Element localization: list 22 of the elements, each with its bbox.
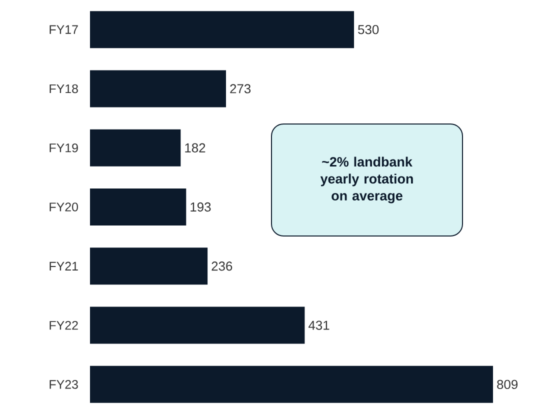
y-tick-label: FY19 <box>50 143 78 152</box>
bar <box>90 11 354 48</box>
bar <box>90 129 181 166</box>
y-tick-label: FY20 <box>50 202 78 212</box>
bar <box>90 70 226 108</box>
data-label: 530 <box>358 24 379 34</box>
data-label: 809 <box>497 380 518 390</box>
y-tick-label: FY23 <box>50 380 78 389</box>
bar <box>90 188 186 226</box>
y-tick-label: FY21 <box>50 262 78 270</box>
data-label: 236 <box>212 262 232 271</box>
bar <box>90 306 305 344</box>
annotation: ~2% landbank yearly rotation on average <box>320 156 413 204</box>
data-label: 431 <box>308 320 330 330</box>
y-tick-label: FY18 <box>50 84 78 94</box>
y-tick-label: FY17 <box>50 25 78 34</box>
data-label: 273 <box>230 84 251 94</box>
bar <box>90 366 494 403</box>
bar <box>90 248 208 285</box>
y-tick-label: FY22 <box>50 320 78 330</box>
data-label: 193 <box>190 202 211 212</box>
data-label: 182 <box>185 143 206 152</box>
